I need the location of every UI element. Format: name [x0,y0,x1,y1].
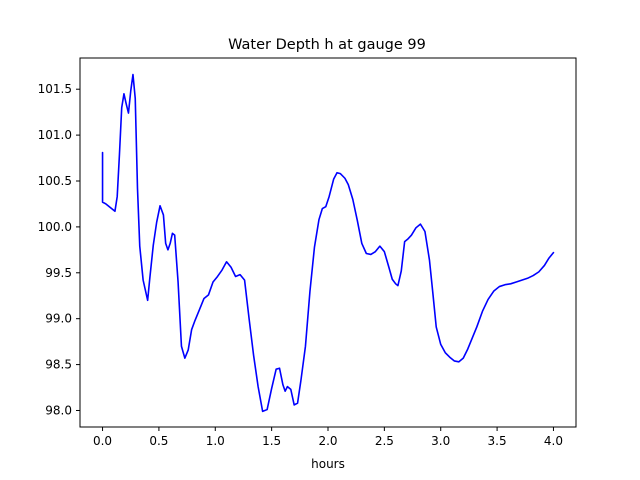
chart-title: Water Depth h at gauge 99 [228,37,426,53]
series-line-0 [101,73,555,413]
y-tick-label: 101.0 [38,128,72,142]
y-tick-label: 101.5 [38,82,72,96]
y-tick-label: 100.5 [38,174,72,188]
plot-area [79,57,577,428]
x-tick-label: 0.5 [149,434,168,448]
y-tick-label: 100.0 [38,220,72,234]
y-axis: 98.0 98.5 99.0 99.5 100.0 100.5 101.0 101.5 [38,82,80,417]
x-axis: 0.0 0.5 1.0 1.5 2.0 2.5 3.0 3.5 4.0 [93,427,563,448]
x-tick-label: 4.0 [544,434,563,448]
x-tick-label: 3.0 [431,434,450,448]
y-tick-label: 99.5 [45,266,72,280]
x-tick-label: 1.0 [206,434,225,448]
x-tick-label: 2.5 [375,434,394,448]
x-tick-label: 1.5 [262,434,281,448]
y-tick-label: 99.0 [45,312,72,326]
y-tick-label: 98.5 [45,358,72,372]
y-tick-label: 98.0 [45,403,72,417]
x-axis-label: hours [311,457,345,471]
x-tick-label: 3.5 [488,434,507,448]
plot-background [80,58,576,427]
x-tick-label: 2.0 [318,434,337,448]
x-tick-label: 0.0 [93,434,112,448]
series-layer [101,73,555,413]
